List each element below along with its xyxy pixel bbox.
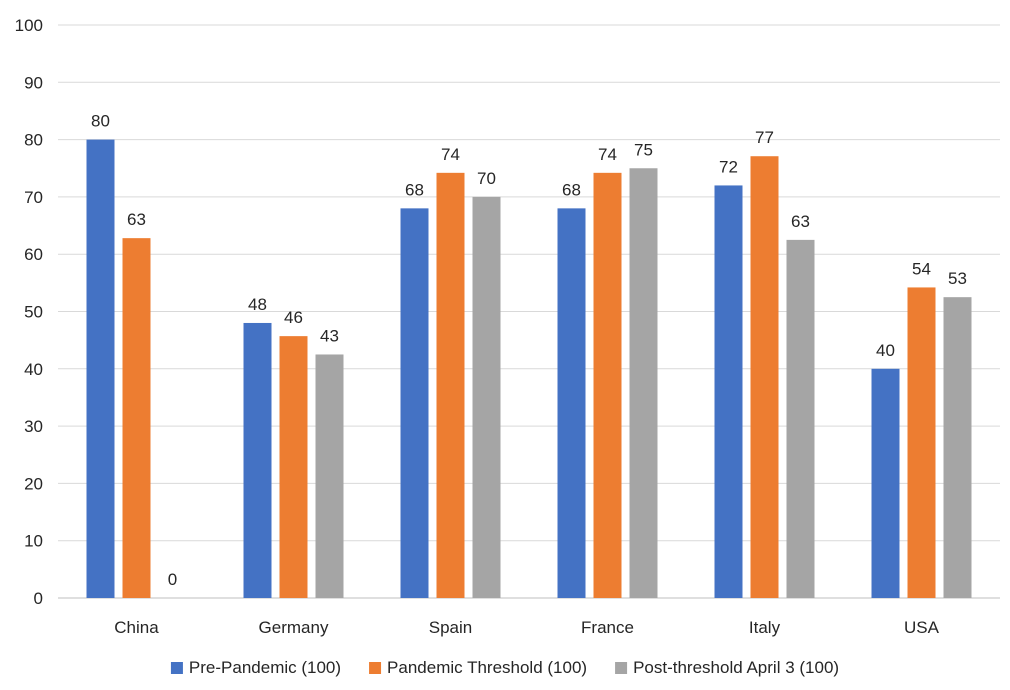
data-label: 75 bbox=[634, 140, 653, 159]
bar bbox=[315, 354, 344, 598]
gridlines bbox=[58, 24, 1000, 599]
data-label: 77 bbox=[755, 128, 774, 147]
bar bbox=[907, 287, 936, 598]
data-label: 72 bbox=[719, 157, 738, 176]
bar bbox=[86, 139, 115, 598]
data-label: 74 bbox=[598, 145, 617, 164]
data-label: 53 bbox=[948, 269, 967, 288]
bar bbox=[714, 185, 743, 598]
bar bbox=[472, 196, 501, 598]
bar bbox=[593, 172, 622, 599]
y-tick-label: 0 bbox=[34, 589, 43, 608]
x-tick-label: China bbox=[114, 618, 159, 637]
data-label: 48 bbox=[248, 295, 267, 314]
data-label: 74 bbox=[441, 145, 460, 164]
y-tick-label: 60 bbox=[24, 245, 43, 264]
bar bbox=[122, 238, 151, 598]
bar bbox=[943, 297, 972, 598]
bar bbox=[400, 208, 429, 599]
legend-swatch bbox=[369, 662, 382, 674]
bar bbox=[243, 322, 272, 598]
bar bbox=[750, 156, 779, 599]
bar bbox=[279, 336, 308, 598]
legend-swatch bbox=[615, 662, 628, 674]
legend: Pre-Pandemic (100) Pandemic Threshold (10… bbox=[170, 658, 839, 677]
bar bbox=[557, 208, 586, 599]
data-label: 40 bbox=[876, 341, 895, 360]
legend-item: Pandemic Threshold (100) bbox=[369, 658, 587, 677]
data-labels: 80 63 0 48 46 43 68 74 70 68 74 75 72 77 63 40 54 53 bbox=[91, 112, 967, 589]
bars bbox=[86, 139, 972, 599]
y-tick-label: 50 bbox=[24, 303, 43, 322]
data-label: 43 bbox=[320, 326, 339, 345]
y-axis: 0 10 20 30 40 50 60 70 80 90 100 bbox=[15, 16, 43, 608]
legend-swatch bbox=[170, 662, 183, 674]
y-tick-label: 20 bbox=[24, 474, 43, 493]
data-label: 68 bbox=[405, 180, 424, 199]
bar bbox=[871, 368, 900, 598]
data-label: 63 bbox=[791, 212, 810, 231]
data-label: 70 bbox=[477, 169, 496, 188]
data-label: 0 bbox=[168, 570, 177, 589]
data-label: 54 bbox=[912, 259, 931, 278]
bar bbox=[436, 172, 465, 599]
x-axis: China Germany Spain France Italy USA bbox=[114, 618, 939, 637]
data-label: 46 bbox=[284, 308, 303, 327]
x-tick-label: USA bbox=[904, 618, 940, 637]
y-tick-label: 30 bbox=[24, 417, 43, 436]
bar bbox=[629, 168, 658, 598]
x-tick-label: France bbox=[581, 618, 634, 637]
x-tick-label: Spain bbox=[429, 618, 472, 637]
y-tick-label: 10 bbox=[24, 532, 43, 551]
x-tick-label: Italy bbox=[749, 618, 781, 637]
y-tick-label: 40 bbox=[24, 360, 43, 379]
bar bbox=[786, 239, 815, 598]
y-tick-label: 100 bbox=[15, 16, 43, 35]
legend-label: Post-threshold April 3 (100) bbox=[633, 658, 839, 677]
data-label: 68 bbox=[562, 180, 581, 199]
legend-label: Pandemic Threshold (100) bbox=[387, 658, 587, 677]
legend-item: Pre-Pandemic (100) bbox=[170, 658, 341, 677]
y-tick-label: 70 bbox=[24, 188, 43, 207]
legend-label: Pre-Pandemic (100) bbox=[189, 658, 341, 677]
data-label: 80 bbox=[91, 112, 110, 131]
data-label: 63 bbox=[127, 210, 146, 229]
y-tick-label: 80 bbox=[24, 131, 43, 150]
legend-item: Post-threshold April 3 (100) bbox=[615, 658, 839, 677]
y-tick-label: 90 bbox=[24, 73, 43, 92]
x-tick-label: Germany bbox=[259, 618, 329, 637]
